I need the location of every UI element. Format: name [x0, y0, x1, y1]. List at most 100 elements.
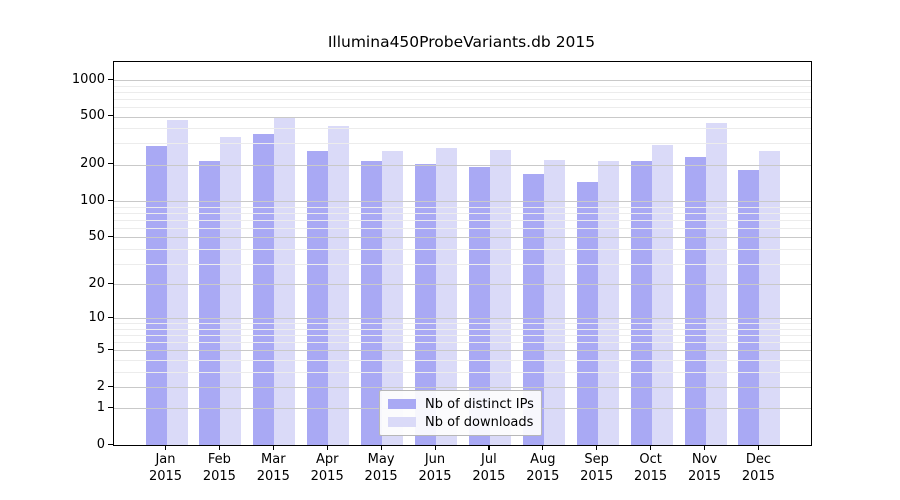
- x-tick-label-nov: Nov 2015: [675, 451, 735, 485]
- bar-may-ips: [361, 161, 383, 445]
- month-label: Sep: [584, 452, 609, 467]
- year-label: 2015: [526, 469, 560, 484]
- x-tick-mark: [650, 445, 652, 450]
- bar-dec-downloads: [759, 150, 781, 445]
- y-tick-mark: [108, 115, 113, 117]
- x-tick-mark: [704, 445, 706, 450]
- y-tick-label: 10: [88, 309, 105, 325]
- bar-jul-downloads: [489, 150, 511, 445]
- x-tick-mark: [380, 445, 382, 450]
- x-tick-label-apr: Apr 2015: [297, 451, 357, 485]
- y-tick-label: 500: [80, 108, 105, 123]
- legend-label-distinct-ips: Nb of distinct IPs: [425, 396, 534, 412]
- y-tick-label: 5: [96, 341, 105, 357]
- x-tick-mark: [542, 445, 544, 450]
- y-tick-label: 100: [80, 192, 105, 208]
- x-tick-label-jan: Jan 2015: [136, 451, 196, 485]
- month-label: Nov: [691, 452, 718, 467]
- x-tick-label-feb: Feb 2015: [189, 451, 249, 485]
- y-tick-label: 0: [96, 436, 105, 452]
- bar-jun-ips: [415, 164, 436, 445]
- bar-jun-downloads: [436, 147, 457, 445]
- month-label: Oct: [639, 452, 662, 467]
- y-tick-mark: [108, 78, 113, 80]
- month-label: Dec: [745, 452, 771, 467]
- legend-item-downloads: Nb of downloads: [380, 415, 541, 430]
- y-tick-mark: [108, 316, 113, 318]
- bar-jan-downloads: [166, 120, 188, 445]
- bar-dec-ips: [738, 169, 760, 445]
- bar-aug-ips: [522, 173, 544, 445]
- bar-mar-ips: [253, 133, 275, 445]
- bar-jul-ips: [468, 166, 490, 445]
- y-tick-label: 2: [96, 378, 105, 394]
- bar-apr-ips: [307, 151, 329, 445]
- bar-nov-ips: [684, 156, 706, 445]
- month-label: Jun: [424, 452, 446, 467]
- month-label: Aug: [530, 452, 556, 467]
- y-tick-mark: [108, 443, 113, 445]
- bar-feb-downloads: [220, 137, 242, 445]
- y-tick-label: 20: [88, 275, 105, 291]
- x-tick-mark: [757, 445, 760, 450]
- legend-swatch-distinct-ips: [388, 399, 416, 409]
- bar-oct-ips: [630, 160, 652, 445]
- x-tick-mark: [488, 445, 490, 450]
- bars-layer: [114, 62, 811, 445]
- legend: Nb of distinct IPs Nb of downloads: [379, 390, 542, 436]
- legend-item-distinct-ips: Nb of distinct IPs: [380, 397, 541, 412]
- year-label: 2015: [202, 469, 236, 484]
- legend-swatch-downloads: [388, 417, 416, 427]
- month-label: Jul: [481, 452, 497, 467]
- plot-area: Nb of distinct IPs Nb of downloads: [113, 61, 812, 446]
- x-tick-mark: [218, 445, 221, 450]
- x-tick-label-jul: Jul 2015: [459, 451, 519, 485]
- x-tick-label-mar: Mar 2015: [243, 451, 303, 485]
- y-tick-mark: [108, 199, 113, 201]
- bar-may-downloads: [382, 151, 404, 445]
- bar-apr-downloads: [328, 126, 350, 445]
- year-label: 2015: [364, 469, 398, 484]
- year-label: 2015: [634, 469, 668, 484]
- legend-label-downloads: Nb of downloads: [425, 414, 534, 430]
- year-label: 2015: [256, 469, 290, 484]
- year-label: 2015: [310, 469, 344, 484]
- month-label: Jan: [155, 452, 176, 467]
- bar-aug-downloads: [543, 159, 565, 445]
- bar-nov-downloads: [705, 122, 727, 445]
- x-tick-label-aug: Aug 2015: [513, 451, 573, 485]
- x-tick-label-sep: Sep 2015: [567, 451, 627, 485]
- y-tick-label: 50: [88, 228, 105, 244]
- month-label: Mar: [261, 452, 286, 467]
- chart-title: Illumina450ProbeVariants.db 2015: [327, 33, 596, 51]
- year-label: 2015: [741, 469, 775, 484]
- month-label: Feb: [207, 452, 231, 467]
- y-tick-label: 200: [80, 156, 105, 172]
- bar-feb-ips: [199, 160, 221, 445]
- y-tick-mark: [108, 163, 113, 165]
- year-label: 2015: [418, 469, 452, 484]
- x-tick-label-jun: Jun 2015: [405, 451, 465, 485]
- y-tick-label: 1: [96, 399, 105, 415]
- year-label: 2015: [687, 469, 722, 484]
- x-tick-mark: [326, 445, 328, 450]
- bar-oct-downloads: [651, 145, 673, 445]
- x-tick-mark: [434, 445, 436, 450]
- y-tick-mark: [108, 406, 113, 409]
- y-tick-mark: [108, 282, 113, 284]
- month-label: Apr: [315, 452, 339, 467]
- x-tick-label-may: May 2015: [351, 451, 411, 485]
- month-label: May: [367, 452, 395, 467]
- x-tick-label-oct: Oct 2015: [621, 451, 681, 485]
- y-tick-mark: [108, 348, 113, 350]
- year-label: 2015: [148, 469, 183, 484]
- bar-sep-ips: [576, 182, 598, 445]
- x-tick-label-dec: Dec 2015: [728, 451, 788, 485]
- y-tick-mark: [108, 385, 113, 387]
- y-tick-label: 1000: [71, 71, 105, 87]
- y-tick-mark: [108, 235, 113, 237]
- x-tick-mark: [596, 445, 598, 450]
- bar-mar-downloads: [274, 117, 296, 445]
- year-label: 2015: [580, 469, 614, 484]
- x-tick-mark: [165, 445, 167, 450]
